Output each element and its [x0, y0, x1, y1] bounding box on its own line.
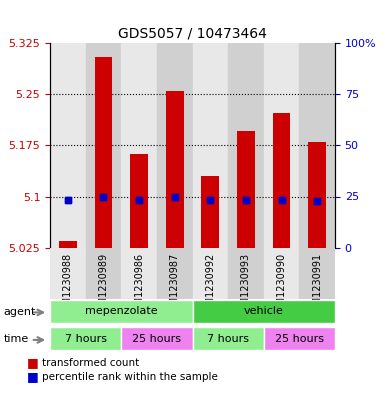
FancyBboxPatch shape — [192, 300, 335, 323]
Text: percentile rank within the sample: percentile rank within the sample — [42, 373, 218, 382]
Text: GSM1230987: GSM1230987 — [170, 253, 180, 318]
Bar — [157, 248, 192, 299]
Text: GSM1230986: GSM1230986 — [134, 253, 144, 318]
FancyBboxPatch shape — [50, 327, 121, 351]
Bar — [228, 248, 264, 299]
Text: GSM1230991: GSM1230991 — [312, 253, 322, 318]
Text: agent: agent — [4, 307, 36, 317]
Text: GSM1230992: GSM1230992 — [205, 253, 215, 318]
Bar — [192, 248, 228, 299]
Text: vehicle: vehicle — [244, 307, 284, 316]
Text: 7 hours: 7 hours — [207, 334, 249, 344]
Bar — [237, 131, 255, 248]
Bar — [201, 176, 219, 248]
Bar — [64, 241, 72, 248]
Title: GDS5057 / 10473464: GDS5057 / 10473464 — [118, 27, 267, 40]
Bar — [85, 43, 121, 248]
FancyBboxPatch shape — [264, 327, 335, 351]
Bar — [243, 131, 249, 248]
Text: ■: ■ — [27, 371, 39, 384]
FancyBboxPatch shape — [121, 327, 192, 351]
Bar — [85, 248, 121, 299]
Bar — [121, 43, 157, 248]
Bar — [273, 114, 290, 248]
Bar — [50, 43, 85, 248]
Bar — [121, 248, 157, 299]
FancyBboxPatch shape — [50, 300, 192, 323]
Bar — [207, 176, 214, 248]
Text: GSM1230988: GSM1230988 — [63, 253, 73, 318]
Bar — [228, 43, 264, 248]
Text: transformed count: transformed count — [42, 358, 140, 368]
Bar — [171, 91, 178, 248]
Bar — [313, 142, 321, 248]
Text: 7 hours: 7 hours — [65, 334, 107, 344]
Bar — [166, 91, 184, 248]
Text: GSM1230990: GSM1230990 — [276, 253, 286, 318]
Text: GSM1230993: GSM1230993 — [241, 253, 251, 318]
Text: GSM1230989: GSM1230989 — [99, 253, 109, 318]
Bar — [157, 43, 192, 248]
Bar — [100, 57, 107, 248]
Bar — [264, 43, 300, 248]
Text: mepenzolate: mepenzolate — [85, 307, 157, 316]
Text: ■: ■ — [27, 356, 39, 369]
Bar — [130, 154, 148, 248]
Text: 25 hours: 25 hours — [132, 334, 181, 344]
Bar — [278, 114, 285, 248]
Text: time: time — [4, 334, 29, 344]
Bar — [300, 43, 335, 248]
Bar — [264, 248, 300, 299]
Bar — [59, 241, 77, 248]
Bar — [300, 248, 335, 299]
Text: 25 hours: 25 hours — [275, 334, 324, 344]
Bar — [308, 142, 326, 248]
Bar — [192, 43, 228, 248]
Bar — [136, 154, 142, 248]
Bar — [50, 248, 85, 299]
FancyBboxPatch shape — [192, 327, 264, 351]
Bar — [95, 57, 112, 248]
